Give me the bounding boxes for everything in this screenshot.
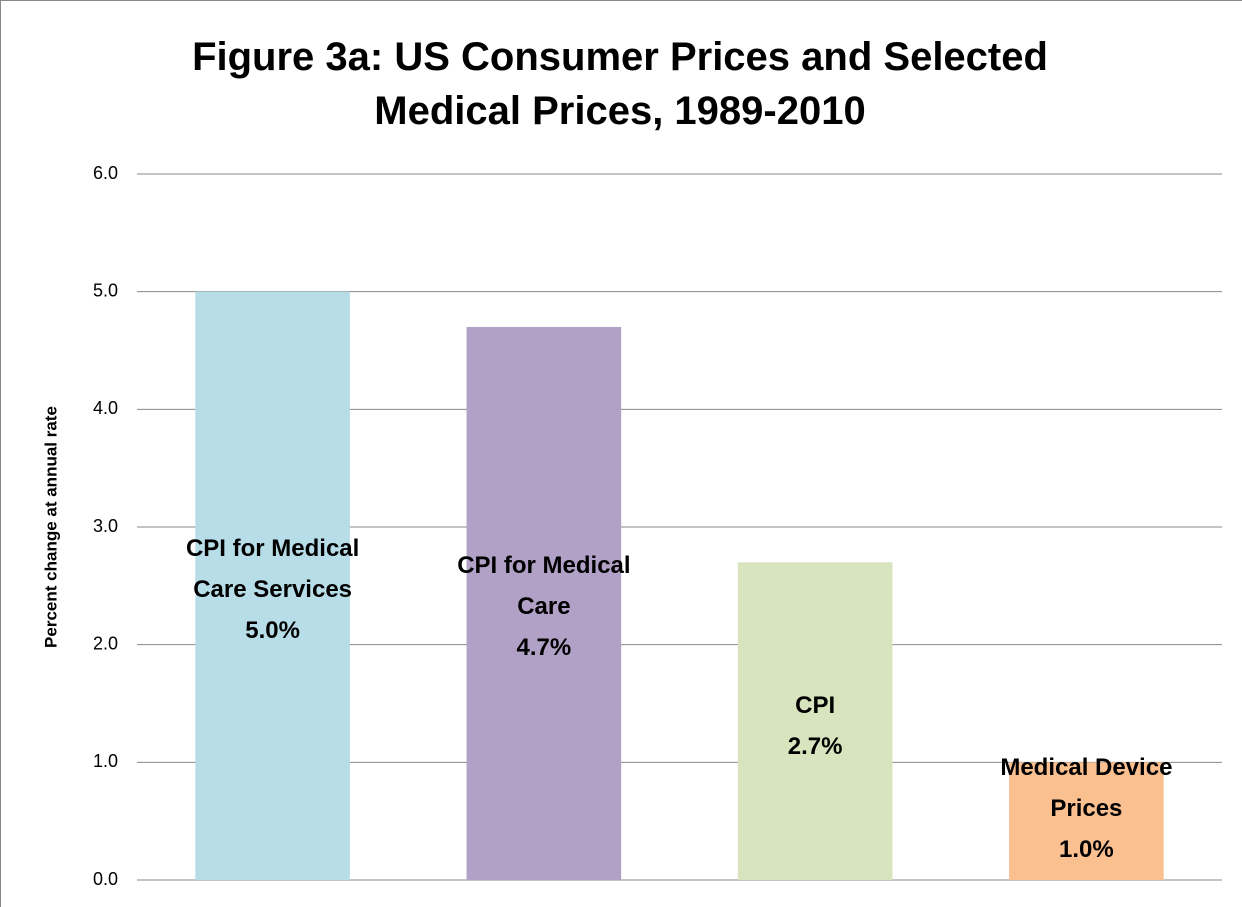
- y-tick-label: 5.0: [93, 280, 118, 300]
- chart-title: Figure 3a: US Consumer Prices and Select…: [192, 35, 1048, 133]
- bar: [195, 291, 350, 881]
- y-tick-label: 4.0: [93, 398, 118, 418]
- y-tick-label: 3.0: [93, 516, 118, 536]
- value-label: 5.0%: [245, 617, 300, 644]
- bar: [466, 326, 622, 880]
- y-tick-label: 2.0: [93, 633, 118, 653]
- category-label: CPI: [795, 692, 836, 719]
- y-tick-label: 1.0: [93, 751, 118, 771]
- data-label: CPI for Medical Care Services 5.0%: [158, 528, 388, 651]
- value-label: 1.0%: [1059, 836, 1114, 863]
- value-label: 2.7%: [787, 733, 843, 760]
- category-label: CPI for Medical Care Services: [185, 535, 360, 603]
- y-tick-label: 6.0: [93, 163, 118, 183]
- bar: [737, 562, 893, 880]
- value-label: 4.7%: [516, 634, 572, 661]
- category-label: CPI for Medical Care: [457, 552, 631, 620]
- y-axis-label: Percent change at annual rate: [41, 406, 60, 648]
- data-label: Medical Device Prices 1.0%: [979, 747, 1194, 870]
- y-tick-label: 0.0: [93, 869, 118, 889]
- bar: [1009, 762, 1164, 880]
- data-label: CPI 2.7%: [715, 685, 915, 767]
- data-label: CPI for Medical Care 4.7%: [454, 545, 634, 668]
- category-label: Medical Device Prices: [1000, 754, 1173, 822]
